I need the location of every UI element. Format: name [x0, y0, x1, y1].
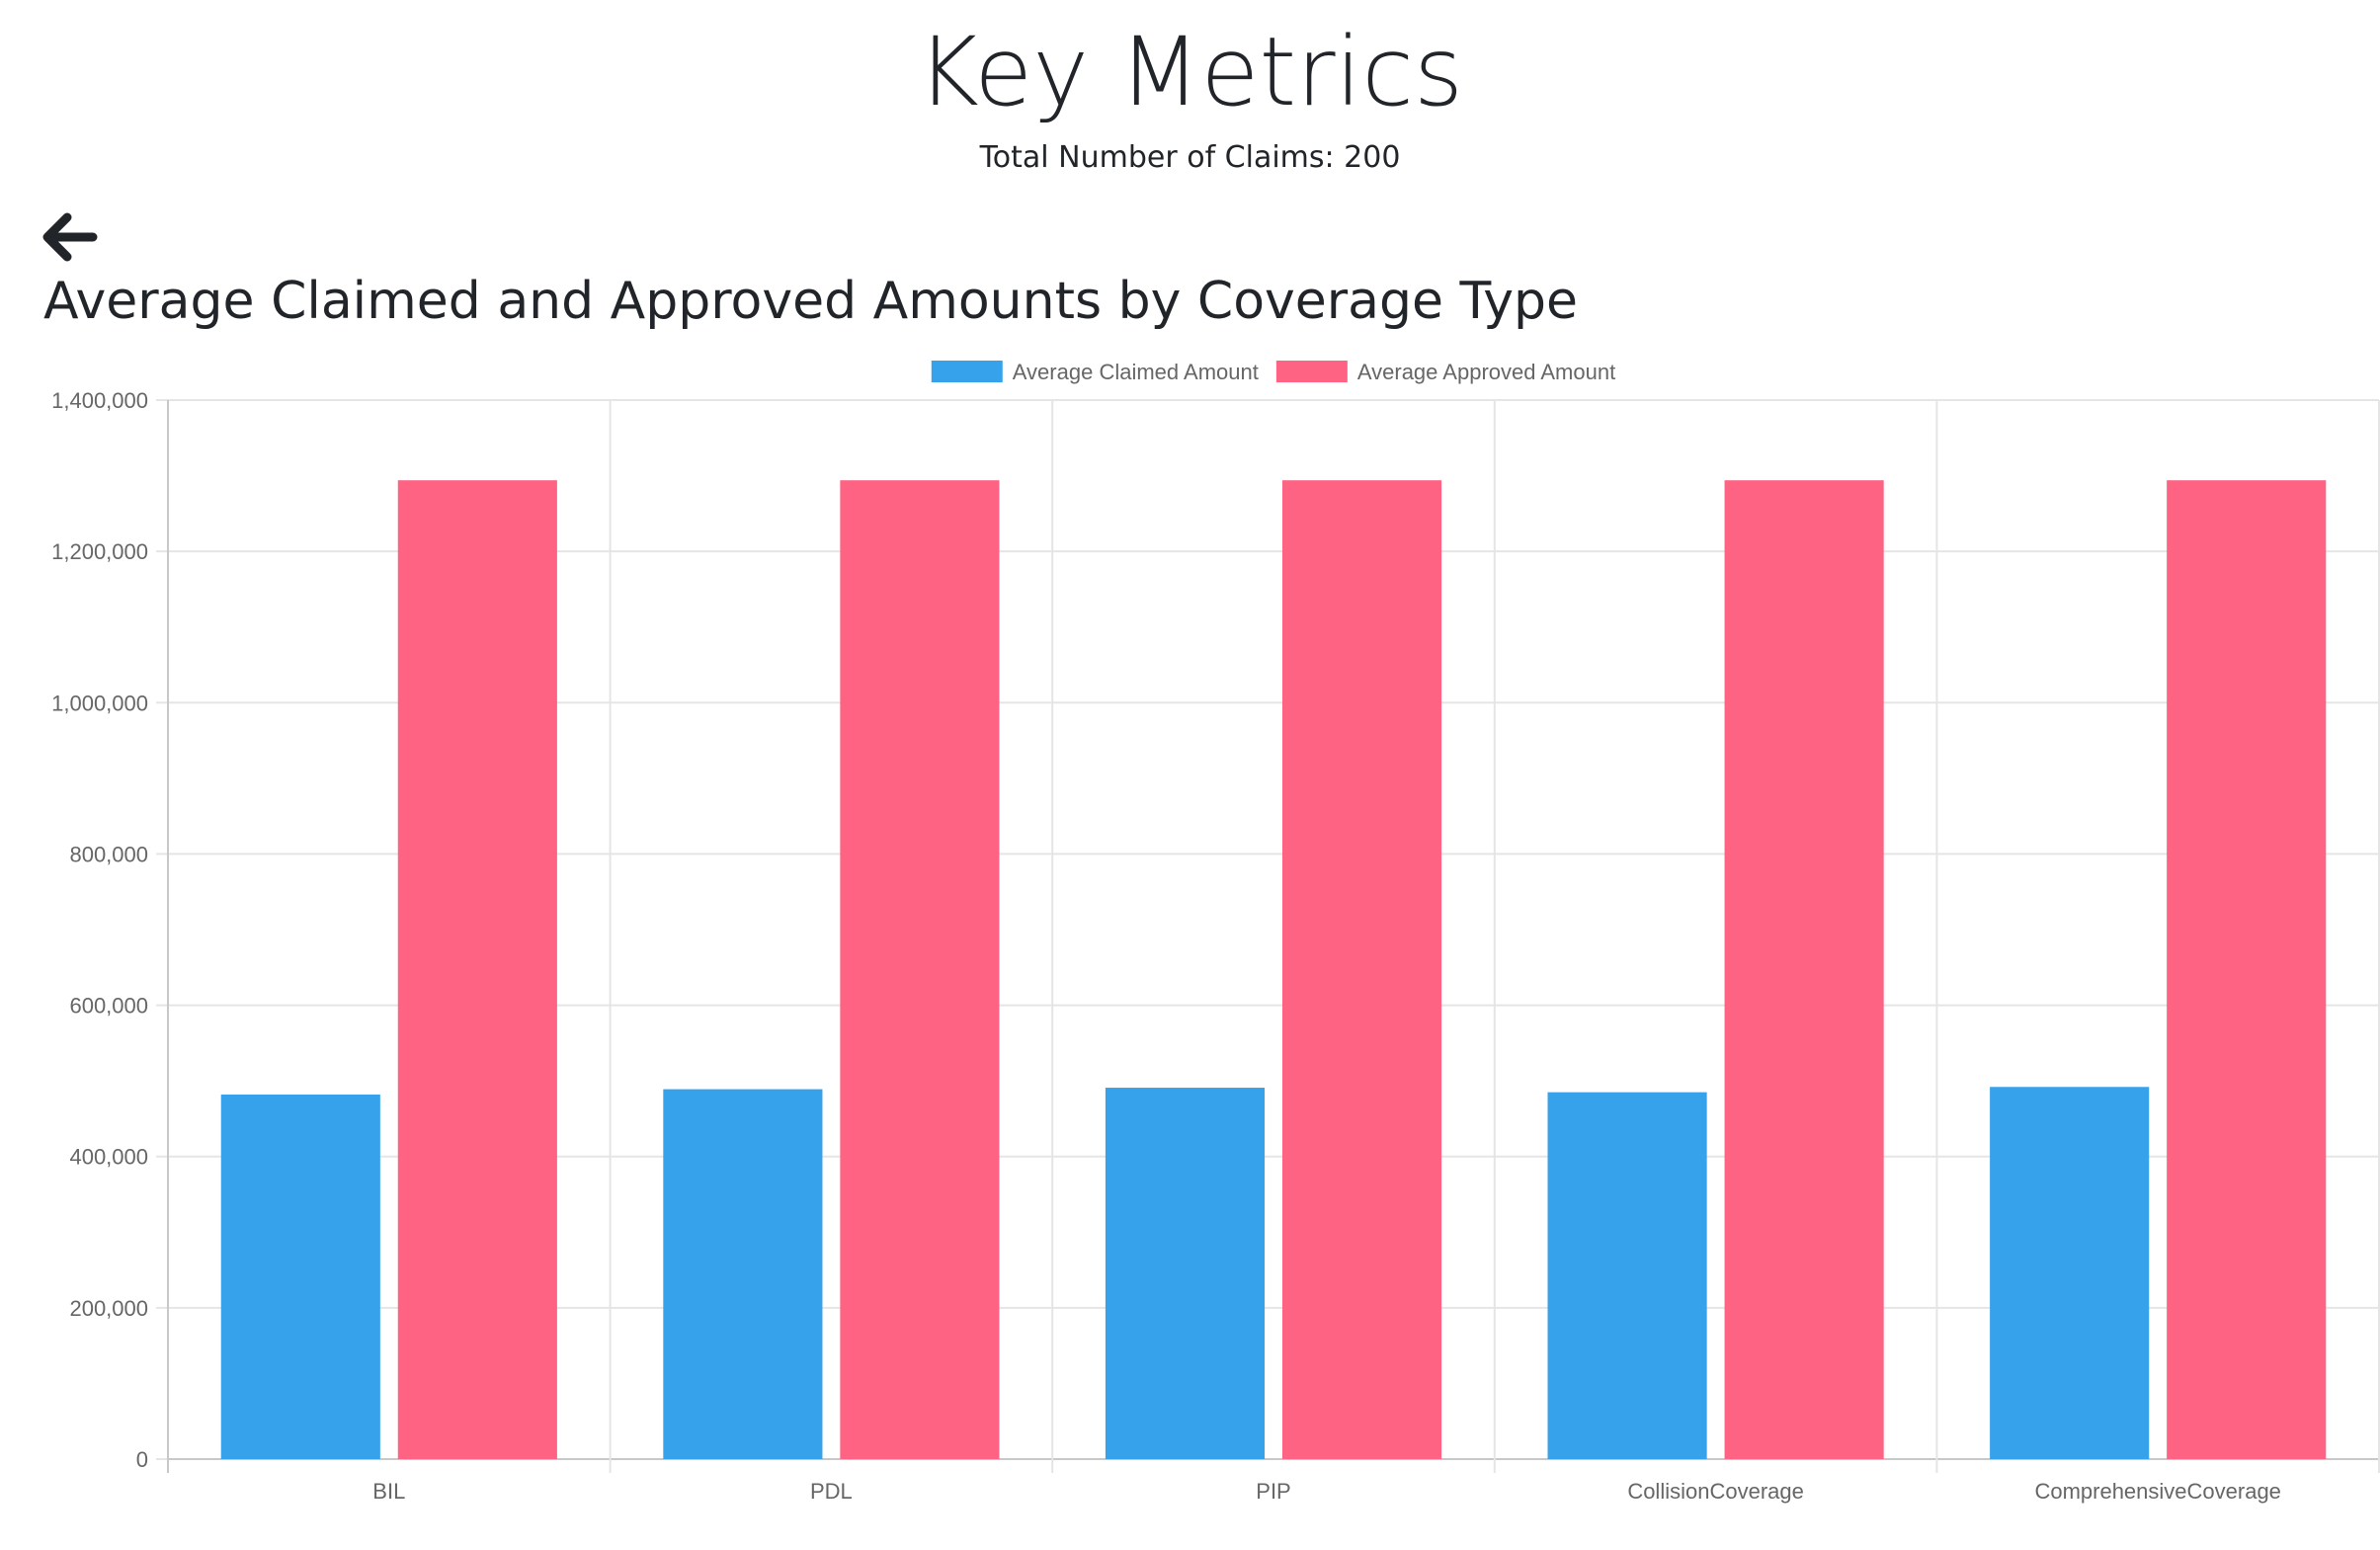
- bar-approved-pip[interactable]: [1281, 480, 1442, 1459]
- arrow-left-icon[interactable]: [40, 209, 99, 265]
- bar-claimed-pip[interactable]: [1105, 1088, 1266, 1459]
- bar-chart: 0 200,000 400,000 600,000 800,000 1,000,000 1,…: [51, 360, 2380, 1504]
- x-tick-label: BIL: [372, 1479, 405, 1504]
- total-claims-subtitle: Total Number of Claims: 200: [979, 140, 1401, 175]
- x-tick-label: ComprehensiveCoverage: [2034, 1479, 2280, 1504]
- bar-approved-bil[interactable]: [397, 480, 557, 1459]
- bar-approved-pdl[interactable]: [840, 480, 1000, 1459]
- y-tick-label: 800,000: [69, 842, 148, 866]
- legend-label: Average Claimed Amount: [1013, 360, 1259, 384]
- y-tick-label: 600,000: [69, 994, 148, 1019]
- legend-swatch[interactable]: [931, 361, 1003, 382]
- y-tick-label: 1,400,000: [51, 388, 148, 413]
- chart-title: Average Claimed and Approved Amounts by …: [43, 272, 1578, 331]
- legend-label: Average Approved Amount: [1357, 360, 1615, 384]
- bar-claimed-collisioncoverage[interactable]: [1547, 1092, 1707, 1459]
- y-tick-label: 400,000: [69, 1145, 148, 1170]
- y-tick-label: 200,000: [69, 1296, 148, 1321]
- bars: [220, 480, 2327, 1459]
- bar-approved-comprehensivecoverage[interactable]: [2167, 480, 2327, 1459]
- bar-claimed-bil[interactable]: [220, 1094, 380, 1459]
- bar-approved-collisioncoverage[interactable]: [1724, 480, 1884, 1459]
- y-tick-label: 1,000,000: [51, 691, 148, 715]
- bar-claimed-pdl[interactable]: [663, 1089, 823, 1459]
- legend-swatch[interactable]: [1275, 361, 1348, 382]
- x-tick-label: CollisionCoverage: [1627, 1479, 1804, 1504]
- y-tick-label: 1,200,000: [51, 539, 148, 564]
- legend: Average Claimed Amount Average Approved A…: [931, 360, 1615, 384]
- y-tick-label: 0: [136, 1447, 148, 1472]
- x-tick-label: PIP: [1256, 1479, 1290, 1504]
- x-tick-label: PDL: [810, 1479, 853, 1504]
- bar-claimed-comprehensivecoverage[interactable]: [1990, 1087, 2150, 1459]
- page-title: Key Metrics: [916, 17, 1464, 127]
